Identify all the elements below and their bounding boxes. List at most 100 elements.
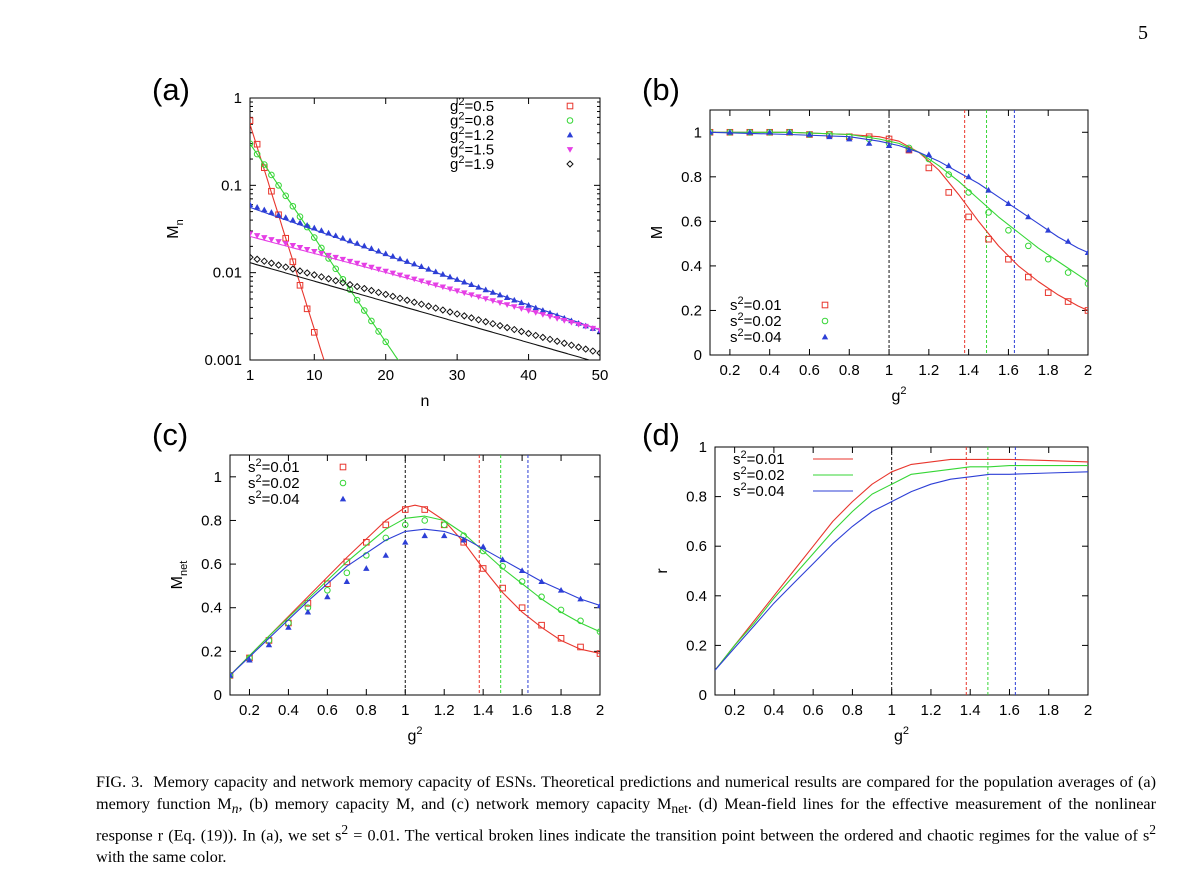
data-point bbox=[282, 234, 290, 242]
data-point bbox=[596, 327, 600, 334]
data-point bbox=[539, 333, 547, 342]
data-point bbox=[411, 276, 418, 283]
data-point bbox=[282, 192, 290, 200]
y-tick-label: 0.6 bbox=[201, 556, 222, 573]
data-point bbox=[346, 286, 354, 293]
legend-label-sup: 2 bbox=[458, 140, 464, 152]
data-point bbox=[524, 329, 533, 338]
data-point bbox=[267, 259, 276, 267]
data-point bbox=[468, 292, 475, 299]
legend-label-sup: 2 bbox=[256, 473, 262, 485]
data-point bbox=[489, 319, 497, 328]
legend-marker bbox=[566, 160, 574, 168]
caption-sup-2a: 2 bbox=[341, 822, 349, 838]
panel-label: (d) bbox=[642, 417, 680, 452]
caption-text-5: with the same color. bbox=[96, 848, 227, 867]
data-point bbox=[589, 347, 597, 355]
data-point bbox=[460, 312, 468, 320]
data-point bbox=[418, 263, 425, 270]
data-point bbox=[985, 186, 992, 193]
legend-label-value: =1.5 bbox=[464, 142, 494, 159]
data-point bbox=[268, 209, 275, 215]
series-2 bbox=[715, 465, 1088, 671]
data-point bbox=[561, 317, 568, 324]
plot-frame bbox=[709, 109, 1089, 356]
caption-sub-net: net bbox=[671, 800, 688, 816]
data-point bbox=[461, 278, 468, 285]
legend-label-value: =0.04 bbox=[262, 491, 300, 508]
series-line bbox=[250, 262, 592, 360]
x-tick-label: 0.6 bbox=[317, 702, 338, 719]
data-point bbox=[1044, 289, 1052, 296]
data-point bbox=[479, 543, 487, 550]
data-point bbox=[339, 256, 347, 263]
data-point bbox=[553, 316, 561, 322]
y-tick-label: 0.001 bbox=[204, 352, 242, 369]
data-point bbox=[411, 260, 418, 267]
caption-sub-n: n bbox=[231, 800, 239, 816]
data-point bbox=[360, 307, 368, 314]
caption-text-3: . (d) Mean-field lines for the effective… bbox=[96, 794, 1157, 845]
legend-marker bbox=[821, 301, 829, 309]
data-point bbox=[250, 117, 254, 124]
legend-marker bbox=[821, 317, 829, 325]
x-tick-label: 1 bbox=[888, 702, 896, 719]
data-point bbox=[496, 300, 504, 306]
x-tick-label: 0.4 bbox=[763, 702, 784, 719]
legend-marker bbox=[339, 495, 347, 502]
data-point bbox=[546, 335, 554, 344]
data-point bbox=[318, 244, 325, 252]
page-number: 5 bbox=[1138, 22, 1148, 44]
data-point bbox=[421, 517, 429, 524]
data-point bbox=[275, 182, 282, 189]
data-point bbox=[346, 258, 354, 265]
legend-label: s2=0.01 bbox=[733, 449, 785, 468]
data-point bbox=[268, 187, 275, 195]
panel-label: (c) bbox=[152, 417, 188, 452]
data-point bbox=[289, 258, 297, 266]
series-line bbox=[710, 131, 1088, 282]
data-point bbox=[375, 247, 382, 254]
legend-label-sup: 2 bbox=[458, 154, 464, 166]
legend-label-value: =0.01 bbox=[747, 451, 785, 468]
data-point bbox=[489, 289, 497, 295]
data-point bbox=[596, 650, 600, 657]
x-axis-label-sup: 2 bbox=[900, 385, 906, 397]
data-point bbox=[1064, 269, 1072, 276]
data-point bbox=[453, 310, 461, 318]
data-point bbox=[511, 296, 518, 303]
data-point bbox=[945, 171, 953, 178]
data-point bbox=[361, 262, 368, 269]
data-point bbox=[496, 291, 504, 298]
data-point bbox=[324, 275, 333, 283]
legend-marker bbox=[566, 102, 574, 110]
data-point bbox=[425, 280, 432, 287]
x-tick-label: 20 bbox=[377, 367, 394, 384]
data-point bbox=[518, 578, 526, 585]
legend-label-sup: 2 bbox=[458, 125, 464, 137]
data-point bbox=[577, 617, 584, 625]
legend-label-value: =0.5 bbox=[464, 98, 494, 115]
data-point bbox=[417, 300, 426, 308]
data-point bbox=[343, 569, 351, 577]
y-tick-label: 0.1 bbox=[221, 177, 242, 194]
data-point bbox=[510, 325, 518, 334]
data-point bbox=[577, 595, 584, 602]
data-point bbox=[965, 189, 972, 196]
x-tick-label: 0.4 bbox=[278, 702, 299, 719]
data-point bbox=[230, 672, 234, 679]
data-point bbox=[1064, 238, 1072, 244]
plot-area bbox=[710, 128, 1088, 314]
legend-label: s2=0.02 bbox=[733, 465, 785, 484]
data-point bbox=[499, 556, 506, 563]
panel-d-nonlinear-response: (d) 0.2 0.4 0.6 0.8 1 1.2 1.4 1.6 1.8 2 0 0.2 0.4 0.6 0… bbox=[630, 405, 1110, 765]
data-point bbox=[353, 260, 361, 267]
x-tick-label: 1 bbox=[401, 702, 409, 719]
series-3 bbox=[250, 201, 600, 334]
data-point bbox=[846, 135, 853, 142]
data-point bbox=[402, 538, 409, 545]
data-point bbox=[482, 286, 489, 293]
data-point bbox=[261, 206, 268, 213]
plot-frame bbox=[249, 97, 601, 361]
x-tick-label: 1.2 bbox=[434, 702, 455, 719]
